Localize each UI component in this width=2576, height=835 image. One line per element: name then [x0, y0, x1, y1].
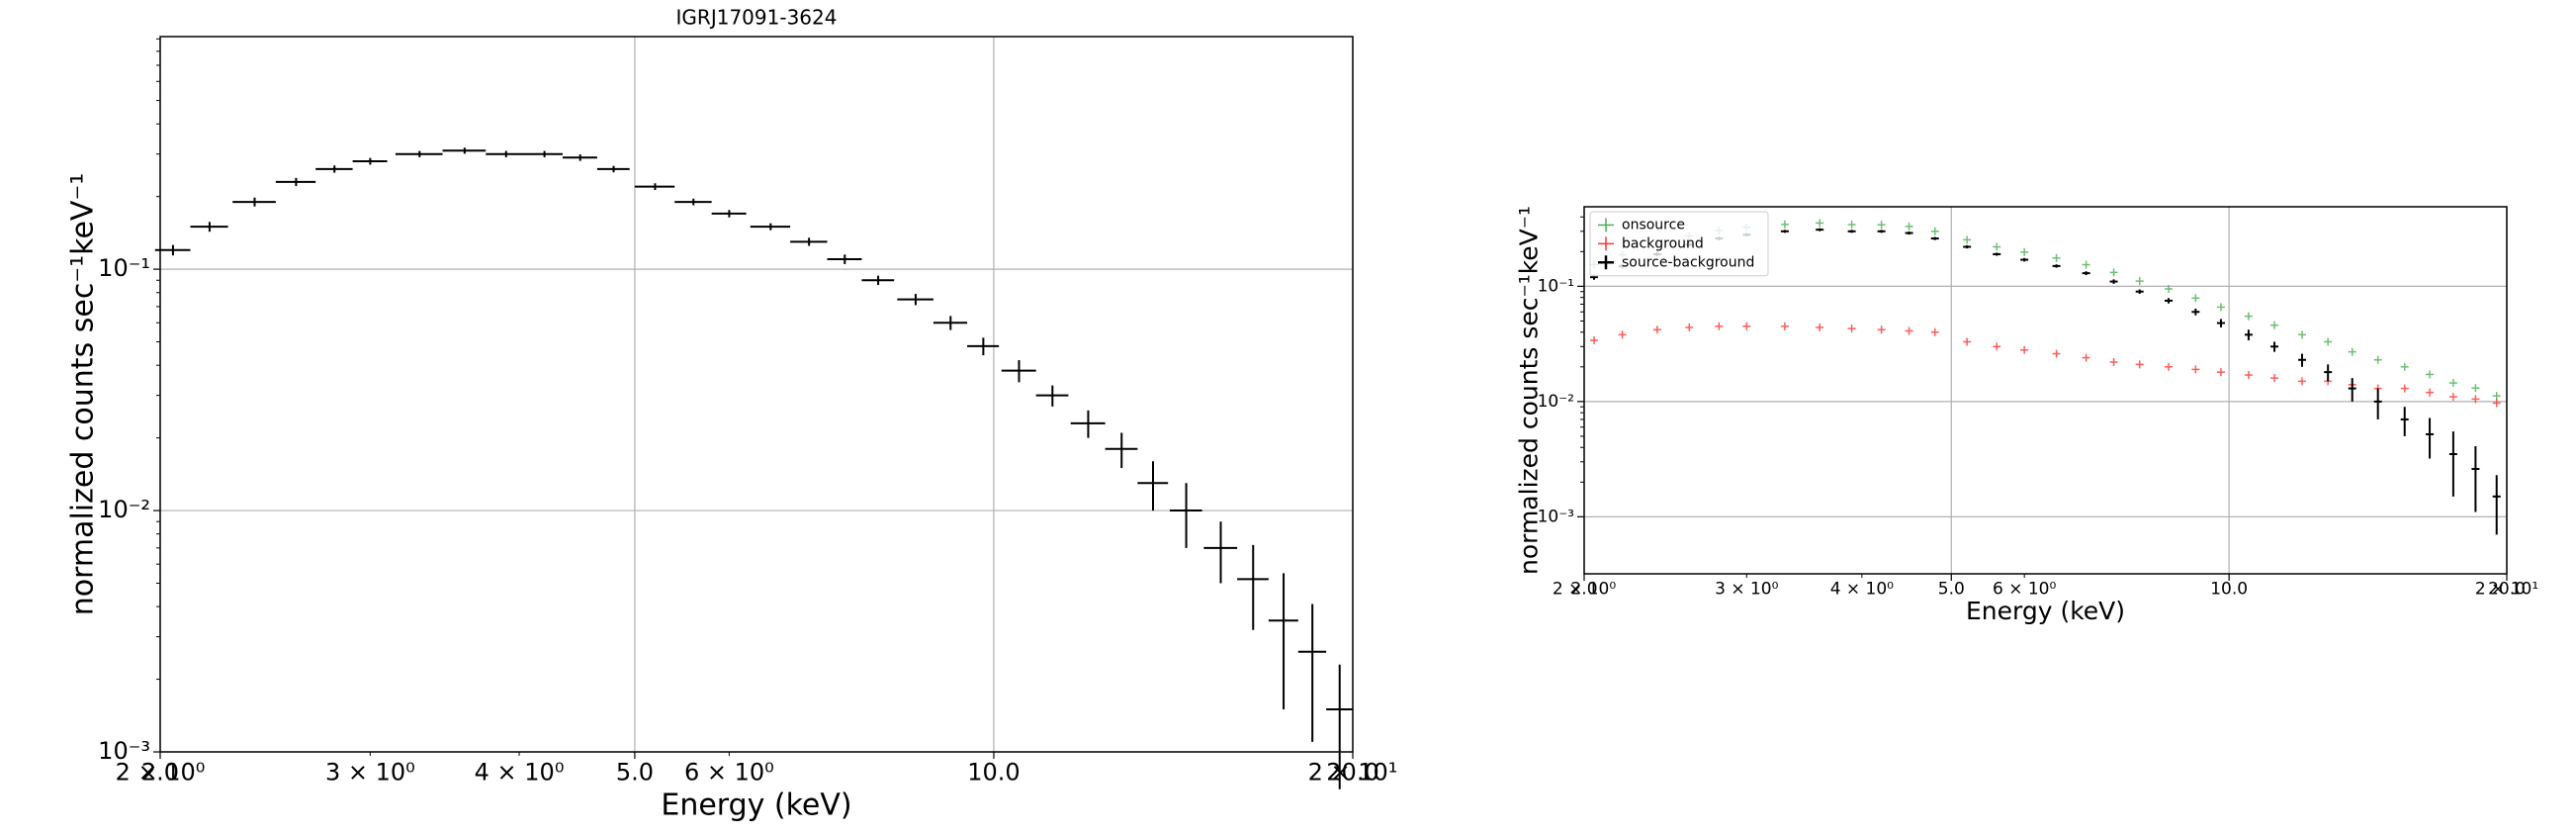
- plus-marker: [2400, 362, 2409, 371]
- plus-marker: [2270, 374, 2279, 383]
- plus-marker: [2191, 365, 2200, 374]
- plus-marker: [1930, 327, 1939, 336]
- y-tick-label: 10⁻¹: [1538, 276, 1574, 296]
- x-tick-label: 20.0: [1326, 759, 1378, 787]
- plus-marker: [2426, 370, 2435, 379]
- plus-marker: [1780, 322, 1789, 330]
- plus-marker: [1816, 323, 1824, 331]
- x-minor-tick-label: 2 × 10¹: [1308, 759, 1398, 787]
- plus-marker: [2052, 349, 2061, 358]
- x-tick-label: 2.0: [141, 759, 179, 787]
- plus-marker: [2109, 357, 2118, 366]
- x-minor-tick-label: 4 × 10⁰: [1830, 579, 1894, 599]
- plus-marker: [2135, 277, 2144, 286]
- plus-marker: [2216, 303, 2225, 312]
- x-tick-label: 10.0: [2210, 579, 2248, 599]
- plus-marker: [2400, 384, 2409, 393]
- plus-marker: [1963, 337, 1972, 346]
- plus-marker: [1816, 219, 1824, 228]
- x-minor-tick-label: 4 × 10⁰: [475, 759, 565, 787]
- plus-marker: [1780, 220, 1789, 229]
- plus-marker: [1930, 227, 1939, 235]
- plus-marker: [1993, 242, 2001, 251]
- legend-label: onsource: [1622, 217, 1685, 232]
- x-tick-label: 10.0: [967, 759, 1020, 787]
- plus-marker: [2348, 347, 2356, 356]
- plus-marker: [1905, 222, 1913, 231]
- plus-marker: [2191, 294, 2200, 303]
- x-axis-label: Energy (keV): [661, 789, 851, 823]
- x-minor-tick-label: 2 × 10⁰: [1553, 579, 1616, 599]
- plus-marker: [2471, 384, 2480, 393]
- legend-label: background: [1622, 235, 1704, 251]
- plus-marker: [1877, 325, 1886, 334]
- x-minor-tick-label: 2 × 10⁰: [116, 759, 206, 787]
- plus-marker: [2471, 395, 2480, 404]
- plus-marker: [2426, 388, 2435, 397]
- plus-marker: [2298, 377, 2307, 386]
- x-minor-tick-label: 3 × 10⁰: [325, 759, 415, 787]
- x-minor-tick-label: 6 × 10⁰: [684, 759, 774, 787]
- plus-marker: [2109, 268, 2118, 277]
- x-axis-label: Energy (keV): [1966, 597, 2125, 625]
- plus-marker: [2020, 345, 2029, 354]
- plus-marker: [2492, 392, 2501, 401]
- y-tick-label: 10⁻²: [98, 496, 150, 523]
- plus-marker: [2052, 253, 2061, 262]
- plus-marker: [1877, 221, 1886, 230]
- plus-marker: [1963, 235, 1972, 244]
- plus-marker: [2298, 330, 2307, 339]
- x-tick-label: 2.0: [1570, 579, 1597, 599]
- plus-marker: [2020, 247, 2029, 256]
- plus-marker: [2492, 399, 2501, 408]
- plus-marker: [1590, 335, 1599, 344]
- plus-marker: [1742, 322, 1751, 330]
- x-minor-tick-label: 6 × 10⁰: [1993, 579, 2056, 599]
- plus-marker: [1847, 221, 1856, 230]
- plus-marker: [2165, 284, 2174, 293]
- x-minor-tick-label: 3 × 10⁰: [1715, 579, 1778, 599]
- plus-marker: [1652, 325, 1661, 334]
- legend-box: [1589, 211, 1769, 277]
- plus-marker: [1618, 330, 1627, 339]
- legend-label: source-background: [1622, 254, 1754, 270]
- axes-frame: [159, 36, 1354, 753]
- y-tick-label: 10⁻³: [1538, 507, 1574, 526]
- x-tick-label: 5.0: [1938, 579, 1965, 599]
- plus-marker: [2165, 362, 2174, 371]
- plus-marker: [1847, 325, 1856, 333]
- y-axis-label: normalized counts sec⁻¹keV⁻¹: [1515, 206, 1544, 575]
- x-tick-label: 20.0: [2488, 579, 2526, 599]
- plus-marker: [2270, 321, 2279, 329]
- plus-marker: [2448, 393, 2457, 402]
- plus-marker: [2324, 337, 2333, 346]
- plus-marker: [1715, 322, 1724, 330]
- chart-title: IGRJ17091-3624: [676, 6, 838, 30]
- x-minor-tick-label: 2 × 10¹: [2475, 579, 2538, 599]
- plus-marker: [2082, 353, 2090, 362]
- plus-marker: [1993, 342, 2001, 351]
- plus-marker: [1685, 323, 1694, 331]
- plus-marker: [2135, 360, 2144, 369]
- plus-marker: [2216, 368, 2225, 377]
- plus-marker: [2244, 312, 2253, 321]
- plus-marker: [2244, 371, 2253, 380]
- plus-marker: [2448, 379, 2457, 388]
- y-tick-label: 10⁻³: [98, 737, 150, 765]
- plus-marker: [2373, 355, 2382, 364]
- x-tick-label: 5.0: [616, 759, 654, 787]
- axes-frame: [1583, 206, 2508, 575]
- y-tick-label: 10⁻²: [1538, 392, 1574, 412]
- y-axis-label: normalized counts sec⁻¹keV⁻¹: [66, 173, 101, 616]
- y-tick-label: 10⁻¹: [98, 254, 150, 282]
- plus-marker: [1905, 326, 1913, 335]
- plus-marker: [2082, 260, 2090, 269]
